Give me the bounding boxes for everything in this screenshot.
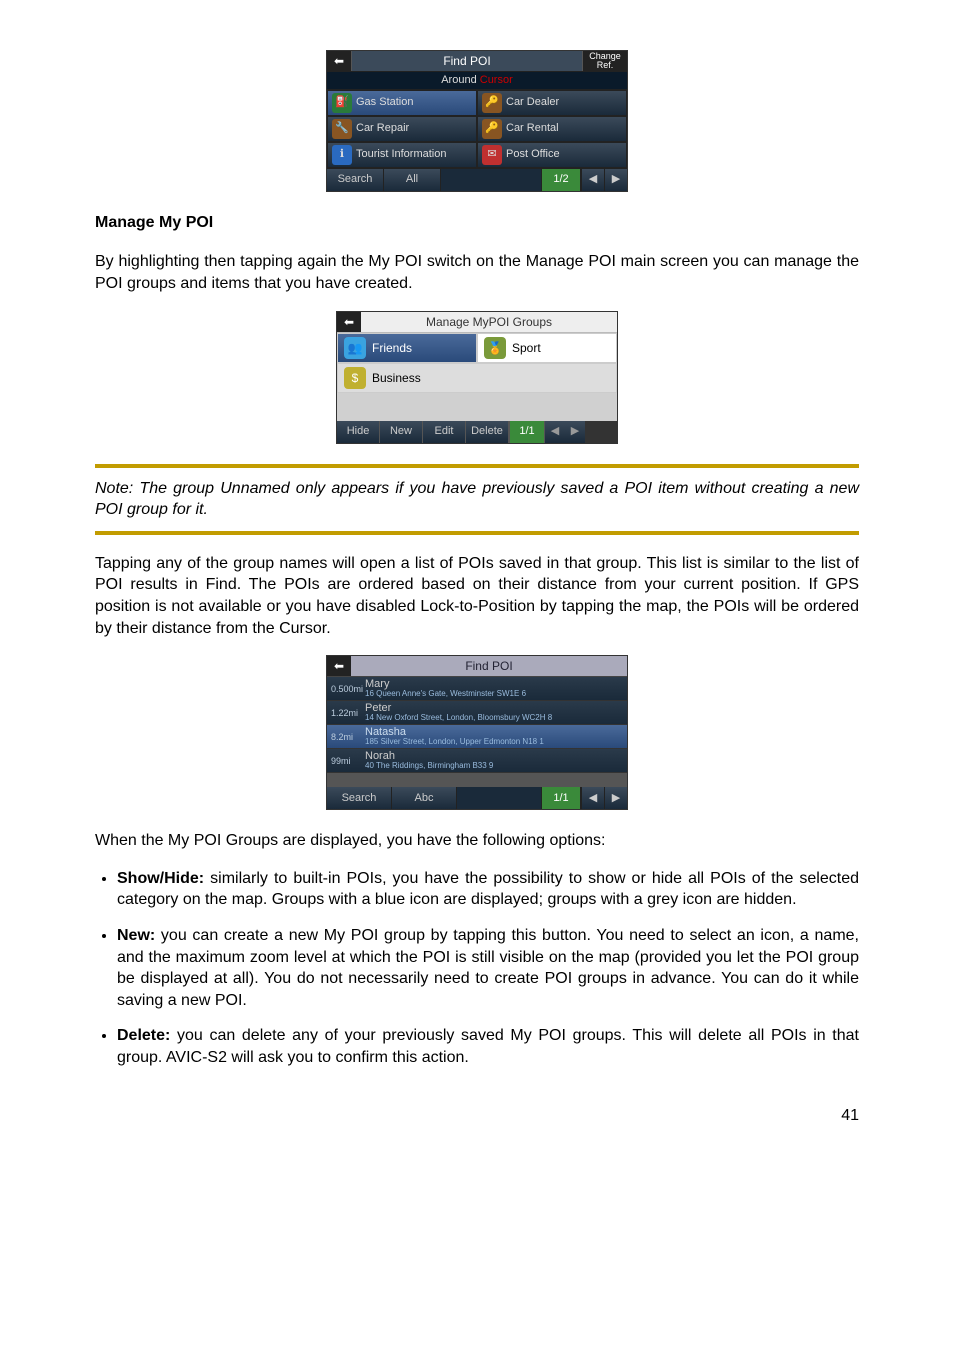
screenshot1-title: Find POI [352,53,582,69]
around-indicator: Around Cursor [327,72,627,90]
next-arrow-icon[interactable]: ▶ [604,169,627,191]
list-item: New: you can create a new My POI group b… [117,925,859,1011]
all-button[interactable]: All [384,169,441,191]
paragraph-3: When the My POI Groups are displayed, yo… [95,830,859,852]
category-icon: 🔑 [482,93,502,113]
category-label: Car Rental [506,121,559,136]
paragraph-1: By highlighting then tapping again the M… [95,251,859,294]
category-label: Car Repair [356,121,409,136]
screenshot2-title: Manage MyPOI Groups [361,312,617,332]
screenshot-manage-mypoi: ⬅ Manage MyPOI Groups 👥 Friends 🏅 Sport $ Bus… [95,311,859,444]
result-address: 185 Silver Street, London, Upper Edmonto… [365,738,544,746]
spacer [441,169,541,191]
category-icon: ⛽ [332,93,352,113]
group-icon: $ [344,367,366,389]
group-label: Friends [372,340,412,356]
page-number: 41 [95,1105,859,1127]
bullet-lead: New: [117,927,155,944]
category-icon: ℹ [332,145,352,165]
result-address: 40 The Riddings, Birmingham B33 9 [365,762,493,770]
category-label: Gas Station [356,95,413,110]
bullet-text: you can delete any of your previously sa… [117,1027,859,1066]
change-ref-button[interactable]: Change Ref. [582,51,627,71]
bullet-text: you can create a new My POI group by tap… [117,927,859,1009]
next-arrow-icon[interactable]: ▶ [604,787,627,809]
list-item: Delete: you can delete any of your previ… [117,1025,859,1068]
edit-button[interactable]: Edit [423,421,466,443]
poi-result-row[interactable]: 99miNorah40 The Riddings, Birmingham B33… [327,749,627,773]
category-icon: ✉ [482,145,502,165]
result-distance: 8.2mi [331,731,365,743]
hide-button[interactable]: Hide [337,421,380,443]
bullet-text: similarly to built-in POIs, you have the… [117,870,859,909]
poi-category-cell[interactable]: 🔑 Car Dealer [477,90,627,116]
poi-category-cell[interactable]: ⛽ Gas Station [327,90,477,116]
next-arrow-icon[interactable]: ▶ [565,421,585,443]
section-heading: Manage My POI [95,212,859,234]
search-button[interactable]: Search [327,169,384,191]
options-list: Show/Hide: similarly to built-in POIs, y… [95,868,859,1069]
result-address: 16 Queen Anne's Gate, Westminster SW1E 6 [365,690,526,698]
category-label: Car Dealer [506,95,559,110]
around-prefix: Around [441,74,480,86]
poi-category-cell[interactable]: ✉ Post Office [477,142,627,168]
prev-arrow-icon[interactable]: ◀ [581,787,604,809]
bullet-lead: Show/Hide: [117,870,204,887]
note-box: Note: The group Unnamed only appears if … [95,464,859,535]
prev-arrow-icon[interactable]: ◀ [581,169,604,191]
blank-area [337,393,617,421]
group-icon: 🏅 [484,337,506,359]
group-icon: 👥 [344,337,366,359]
back-icon[interactable]: ⬅ [337,312,361,332]
back-icon[interactable]: ⬅ [327,51,352,71]
poi-group-cell[interactable]: 🏅 Sport [477,333,617,363]
pager: 1/1 [509,421,545,443]
note-text: Note: The group Unnamed only appears if … [95,478,859,521]
poi-result-row[interactable]: 0.500miMary16 Queen Anne's Gate, Westmin… [327,677,627,701]
paragraph-2: Tapping any of the group names will open… [95,553,859,639]
poi-result-row[interactable]: 1.22miPeter14 New Oxford Street, London,… [327,701,627,725]
around-cursor: Cursor [480,74,513,86]
result-distance: 1.22mi [331,707,365,719]
poi-category-cell[interactable]: 🔑 Car Rental [477,116,627,142]
poi-category-cell[interactable]: 🔧 Car Repair [327,116,477,142]
list-item: Show/Hide: similarly to built-in POIs, y… [117,868,859,911]
result-distance: 99mi [331,755,365,767]
category-label: Tourist Information [356,147,446,162]
prev-arrow-icon[interactable]: ◀ [545,421,565,443]
group-label: Business [372,370,421,386]
result-distance: 0.500mi [331,683,365,695]
result-address: 14 New Oxford Street, London, Bloomsbury… [365,714,552,722]
screenshot3-title: Find POI [351,658,627,674]
poi-result-row[interactable]: 8.2miNatasha185 Silver Street, London, U… [327,725,627,749]
category-icon: 🔑 [482,119,502,139]
screenshot-find-poi-grid: ⬅ Find POI Change Ref. Around Cursor ⛽ Ga… [95,50,859,192]
screenshot-find-poi-list: ⬅ Find POI 0.500miMary16 Queen Anne's Ga… [95,655,859,810]
poi-group-cell[interactable]: 👥 Friends [337,333,477,363]
bullet-lead: Delete: [117,1027,170,1044]
pager: 1/2 [541,169,581,191]
poi-group-cell[interactable]: $ Business [337,363,617,393]
page: ⬅ Find POI Change Ref. Around Cursor ⛽ Ga… [0,0,954,1166]
search-button[interactable]: Search [327,787,392,809]
group-label: Sport [512,340,541,356]
category-icon: 🔧 [332,119,352,139]
poi-category-cell[interactable]: ℹ Tourist Information [327,142,477,168]
back-icon[interactable]: ⬅ [327,656,351,676]
pager: 1/1 [541,787,581,809]
blank-area [327,773,627,787]
delete-button[interactable]: Delete [466,421,509,443]
new-button[interactable]: New [380,421,423,443]
spacer [457,787,541,809]
abc-button[interactable]: Abc [392,787,457,809]
category-label: Post Office [506,147,560,162]
